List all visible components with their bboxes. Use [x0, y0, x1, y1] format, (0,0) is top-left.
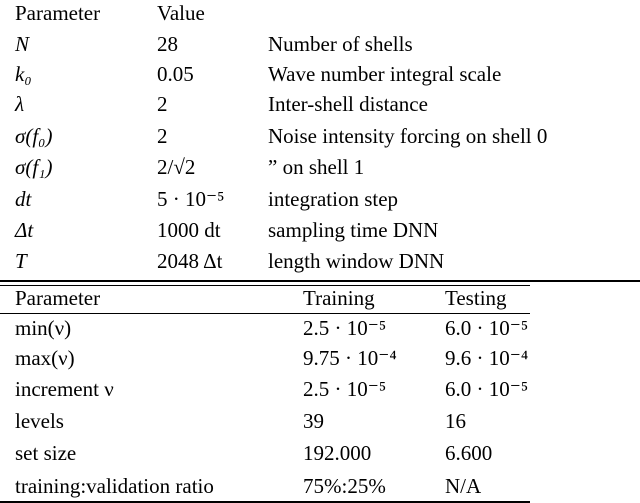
table-cell: 2 [157, 92, 168, 116]
table-cell: 2.5 · 10⁻⁵ [303, 316, 387, 340]
table-cell: Training [303, 286, 375, 310]
table-cell: length window DNN [268, 249, 445, 273]
table-cell: Testing [445, 286, 507, 310]
table-cell: 2048 Δt [157, 249, 223, 273]
table-cell: 0.05 [157, 62, 194, 86]
rule [0, 501, 530, 503]
table-cell: increment ν [15, 377, 114, 401]
table-cell: Number of shells [268, 32, 413, 56]
table-cell: Value [157, 1, 205, 25]
table-cell: sampling time DNN [268, 218, 439, 242]
table-cell: 6.0 · 10⁻⁵ [445, 377, 529, 401]
table-cell: T [15, 249, 27, 273]
table-cell: 1000 dt [157, 218, 221, 242]
table-cell: σ(f₁) [15, 155, 53, 179]
table-cell: σ(f₀) [15, 124, 53, 148]
table-cell: 5 · 10⁻⁵ [157, 187, 225, 211]
table-cell: max(ν) [15, 346, 75, 370]
table-cell: k₀ [15, 62, 32, 86]
table-cell: N/A [445, 474, 482, 498]
table-cell: 2 [157, 124, 168, 148]
table-cell: λ [15, 92, 25, 116]
table-cell: Parameter [15, 286, 101, 310]
table-cell: Wave number integral scale [268, 62, 502, 86]
table-cell: 28 [157, 32, 178, 56]
table-cell: 2.5 · 10⁻⁵ [303, 377, 387, 401]
rule [0, 280, 640, 282]
table-cell: Inter-shell distance [268, 92, 428, 116]
table-cell: Δt [15, 218, 34, 242]
table-cell: Parameter [15, 1, 101, 25]
table-cell: 6.0 · 10⁻⁵ [445, 316, 529, 340]
table-cell: dt [15, 187, 32, 211]
table-cell: 75%:25% [303, 474, 386, 498]
table-cell: levels [15, 409, 64, 433]
table-cell: 192.000 [303, 441, 372, 465]
table-cell: set size [15, 441, 77, 465]
table-cell: min(ν) [15, 316, 72, 340]
table-cell: training:validation ratio [15, 474, 214, 498]
table-cell: 6.600 [445, 441, 493, 465]
rule [0, 313, 530, 314]
table-cell: Noise intensity forcing on shell 0 [268, 124, 548, 148]
rule [0, 285, 530, 286]
table-cell: N [15, 32, 30, 56]
table-cell: 39 [303, 409, 324, 433]
table-cell: 9.6 · 10⁻⁴ [445, 346, 529, 370]
table-cell: 16 [445, 409, 466, 433]
table-cell: ” on shell 1 [268, 155, 365, 179]
table-cell: 2/√2 [157, 155, 196, 179]
table-cell: 9.75 · 10⁻⁴ [303, 346, 397, 370]
table-cell: integration step [268, 187, 399, 211]
